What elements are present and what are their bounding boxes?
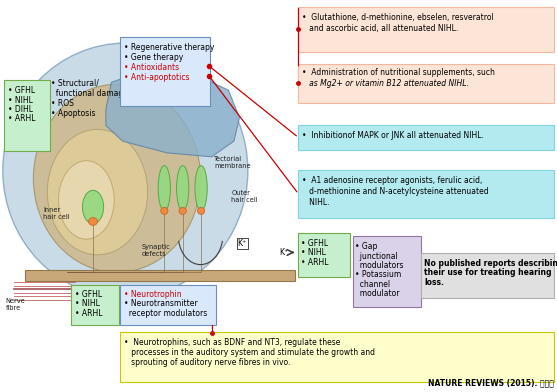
Ellipse shape (33, 84, 201, 272)
Text: Basilar membrane: Basilar membrane (142, 292, 203, 299)
Text: NATURE REVIEWS (2015). 제가공: NATURE REVIEWS (2015). 제가공 (428, 378, 554, 387)
Text: • ARHL: • ARHL (8, 114, 35, 123)
Text: • Antioxidants: • Antioxidants (124, 63, 179, 72)
Text: • Neurotrophin: • Neurotrophin (124, 290, 181, 299)
Text: • Gene therapy: • Gene therapy (124, 53, 183, 62)
Text: processes in the auditory system and stimulate the growth and: processes in the auditory system and sti… (124, 348, 375, 357)
Text: • GFHL: • GFHL (8, 86, 35, 95)
FancyBboxPatch shape (120, 37, 210, 106)
Text: • NIHL: • NIHL (301, 248, 326, 257)
Text: • GFHL: • GFHL (75, 290, 102, 299)
Text: • DIHL: • DIHL (8, 105, 33, 114)
FancyBboxPatch shape (298, 233, 350, 277)
Text: sprouting of auditory nerve fibres in vivo.: sprouting of auditory nerve fibres in vi… (124, 358, 290, 367)
Text: modulators: modulators (355, 261, 404, 270)
FancyBboxPatch shape (120, 285, 216, 325)
Text: loss.: loss. (424, 278, 444, 287)
Text: Synaptic
defects: Synaptic defects (142, 243, 171, 257)
Polygon shape (106, 71, 240, 157)
Text: K⁺: K⁺ (280, 248, 289, 257)
Text: •  Neurotrophins, such as BDNF and NT3, regulate these: • Neurotrophins, such as BDNF and NT3, r… (124, 338, 340, 347)
Text: • Regenerative therapy: • Regenerative therapy (124, 43, 214, 52)
Text: • Apoptosis: • Apoptosis (51, 109, 96, 118)
Text: • Neurotransmitter: • Neurotransmitter (124, 299, 197, 309)
Text: • Anti-apoptotics: • Anti-apoptotics (124, 73, 189, 82)
Text: Inner
hair cell: Inner hair cell (43, 207, 70, 220)
Text: their use for treating hearing: their use for treating hearing (424, 268, 552, 277)
FancyBboxPatch shape (421, 253, 554, 298)
Text: Tectorial
membrane: Tectorial membrane (214, 156, 251, 169)
Text: •  A1 adenosine receptor agonists, ferulic acid,: • A1 adenosine receptor agonists, feruli… (302, 176, 482, 185)
Text: modulator: modulator (355, 289, 400, 298)
Text: •  Inhibitionof MAPK or JNK all attenuated NIHL.: • Inhibitionof MAPK or JNK all attenuate… (302, 131, 484, 140)
Ellipse shape (158, 166, 170, 211)
Ellipse shape (47, 129, 148, 255)
Text: K⁺: K⁺ (238, 240, 247, 248)
Text: as Mg2+ or vitamin B12 attenuated NIHL.: as Mg2+ or vitamin B12 attenuated NIHL. (302, 79, 469, 88)
Text: NIHL.: NIHL. (302, 198, 329, 207)
Ellipse shape (195, 166, 207, 211)
Text: junctional: junctional (355, 252, 398, 261)
FancyBboxPatch shape (298, 64, 554, 103)
Text: Outer
hair cell: Outer hair cell (231, 190, 258, 203)
Ellipse shape (3, 43, 248, 298)
Text: • Gap: • Gap (355, 242, 378, 251)
Ellipse shape (89, 218, 97, 225)
Text: No published reports describing: No published reports describing (424, 259, 557, 268)
Text: •  Administration of nutritional supplements, such: • Administration of nutritional suppleme… (302, 68, 495, 77)
Text: • NIHL: • NIHL (75, 299, 100, 309)
Text: • GFHL: • GFHL (301, 239, 328, 248)
Text: Nerve
fibre: Nerve fibre (6, 298, 25, 311)
Text: • Potassium: • Potassium (355, 270, 402, 279)
Text: • ARHL: • ARHL (301, 258, 328, 267)
FancyBboxPatch shape (120, 332, 554, 382)
Text: channel: channel (355, 280, 390, 289)
FancyBboxPatch shape (353, 236, 421, 307)
FancyBboxPatch shape (298, 125, 554, 150)
Text: • Structural/: • Structural/ (51, 78, 99, 87)
Text: • NIHL: • NIHL (8, 96, 33, 105)
FancyBboxPatch shape (298, 7, 554, 52)
Ellipse shape (179, 207, 186, 214)
Ellipse shape (161, 207, 168, 214)
Text: and ascorbic acid, all attenuated NIHL.: and ascorbic acid, all attenuated NIHL. (302, 24, 458, 33)
Ellipse shape (58, 161, 114, 239)
FancyBboxPatch shape (71, 285, 119, 325)
FancyBboxPatch shape (4, 80, 50, 151)
FancyBboxPatch shape (25, 270, 295, 281)
Text: • ARHL: • ARHL (75, 309, 102, 318)
Text: functional damage: functional damage (51, 89, 128, 98)
Text: receptor modulators: receptor modulators (124, 309, 207, 318)
Ellipse shape (177, 166, 189, 211)
Text: • ROS: • ROS (51, 99, 74, 108)
Text: d-methionine and N-acetylcysteine attenuated: d-methionine and N-acetylcysteine attenu… (302, 187, 488, 196)
FancyBboxPatch shape (298, 170, 554, 218)
Ellipse shape (198, 207, 205, 214)
Ellipse shape (82, 191, 104, 223)
Text: •  Glutathione, d-methionine, ebselen, resveratrol: • Glutathione, d-methionine, ebselen, re… (302, 13, 494, 22)
